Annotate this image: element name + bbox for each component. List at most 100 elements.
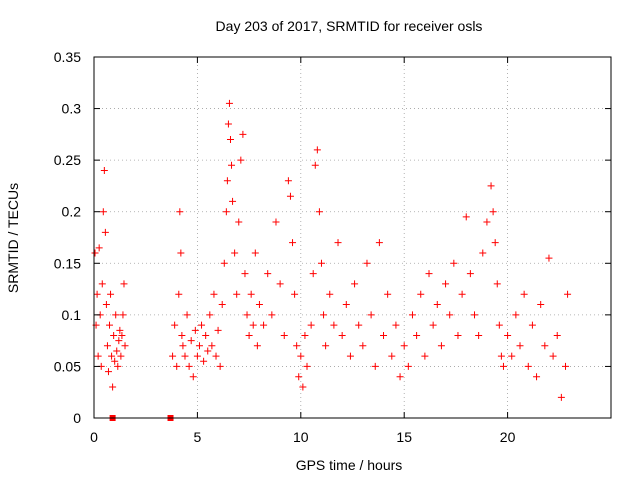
data-point — [193, 352, 201, 360]
data-point — [106, 321, 114, 329]
y-tick-label: 0.2 — [62, 204, 82, 220]
data-points — [91, 99, 572, 421]
axis-ticks — [93, 56, 611, 419]
data-point — [176, 208, 184, 216]
data-point — [222, 208, 230, 216]
data-point — [322, 342, 330, 350]
data-point — [185, 362, 193, 370]
y-tick-label: 0.25 — [54, 152, 81, 168]
data-point — [228, 161, 236, 169]
data-point — [466, 270, 474, 278]
data-point — [462, 213, 470, 221]
data-point — [450, 259, 458, 267]
data-point — [117, 352, 125, 360]
data-point — [108, 352, 116, 360]
data-point — [191, 326, 199, 334]
y-tick-labels: 0 0.05 0.1 0.15 0.2 0.25 0.3 0.35 — [54, 49, 81, 426]
data-point — [301, 331, 309, 339]
data-point — [338, 331, 346, 339]
y-axis-label: SRMTID / TECUs — [5, 183, 21, 293]
data-point — [224, 120, 232, 128]
data-point — [417, 290, 425, 298]
data-point — [214, 326, 222, 334]
data-point — [253, 342, 261, 350]
data-point — [93, 290, 101, 298]
grid-lines — [94, 57, 611, 418]
data-point — [272, 218, 280, 226]
data-point — [311, 161, 319, 169]
data-point — [95, 244, 103, 252]
data-point — [284, 177, 292, 185]
data-point — [520, 290, 528, 298]
data-point — [371, 362, 379, 370]
data-point — [425, 270, 433, 278]
data-point — [120, 280, 128, 288]
y-tick-label: 0.15 — [54, 255, 81, 271]
data-point — [471, 311, 479, 319]
data-point — [183, 311, 191, 319]
data-point — [293, 342, 301, 350]
data-point — [375, 239, 383, 247]
data-point — [187, 337, 195, 345]
x-tick-label: 5 — [194, 429, 202, 445]
data-point — [245, 331, 253, 339]
data-point — [179, 342, 187, 350]
data-point — [307, 321, 315, 329]
data-point — [497, 352, 505, 360]
data-point — [295, 373, 303, 381]
data-point — [549, 352, 557, 360]
data-point — [359, 342, 367, 350]
data-point — [384, 290, 392, 298]
y-tick-label: 0 — [73, 410, 81, 426]
data-point — [212, 352, 220, 360]
data-point — [107, 290, 115, 298]
data-point — [195, 342, 203, 350]
data-point — [380, 331, 388, 339]
data-point — [533, 373, 541, 381]
data-point — [334, 239, 342, 247]
data-point — [237, 156, 245, 164]
x-axis-label: GPS time / hours — [296, 457, 403, 473]
data-point — [229, 197, 237, 205]
data-point — [355, 321, 363, 329]
data-point — [537, 301, 545, 309]
data-point — [392, 321, 400, 329]
data-point — [119, 311, 127, 319]
data-point — [528, 321, 536, 329]
data-point — [94, 352, 102, 360]
data-point — [114, 362, 122, 370]
data-point — [276, 280, 284, 288]
data-point — [198, 321, 206, 329]
data-point — [299, 383, 307, 391]
data-point — [102, 301, 110, 309]
data-point — [226, 136, 234, 144]
data-point — [446, 311, 454, 319]
data-point — [177, 249, 185, 257]
data-point — [289, 239, 297, 247]
y-tick-label: 0.1 — [62, 307, 82, 323]
data-point — [297, 352, 305, 360]
data-point — [508, 352, 516, 360]
data-point — [200, 357, 208, 365]
data-point — [280, 331, 288, 339]
plot-border — [93, 56, 612, 419]
x-tick-label: 20 — [500, 429, 516, 445]
data-point — [421, 352, 429, 360]
data-point — [112, 311, 120, 319]
data-point — [315, 208, 323, 216]
data-point — [121, 342, 129, 350]
data-point — [512, 311, 520, 319]
data-point — [98, 280, 106, 288]
data-point — [247, 290, 255, 298]
x-tick-label: 15 — [396, 429, 412, 445]
data-point — [404, 362, 412, 370]
y-tick-label: 0.05 — [54, 358, 81, 374]
data-point — [178, 331, 186, 339]
data-point — [553, 331, 561, 339]
data-point — [320, 311, 328, 319]
data-point — [113, 347, 121, 355]
data-point — [255, 301, 263, 309]
data-point — [483, 218, 491, 226]
data-point — [442, 280, 450, 288]
